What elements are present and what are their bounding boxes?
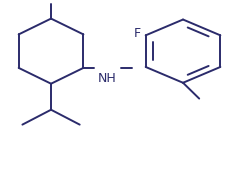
Text: F: F <box>134 27 141 40</box>
Text: NH: NH <box>98 72 117 85</box>
